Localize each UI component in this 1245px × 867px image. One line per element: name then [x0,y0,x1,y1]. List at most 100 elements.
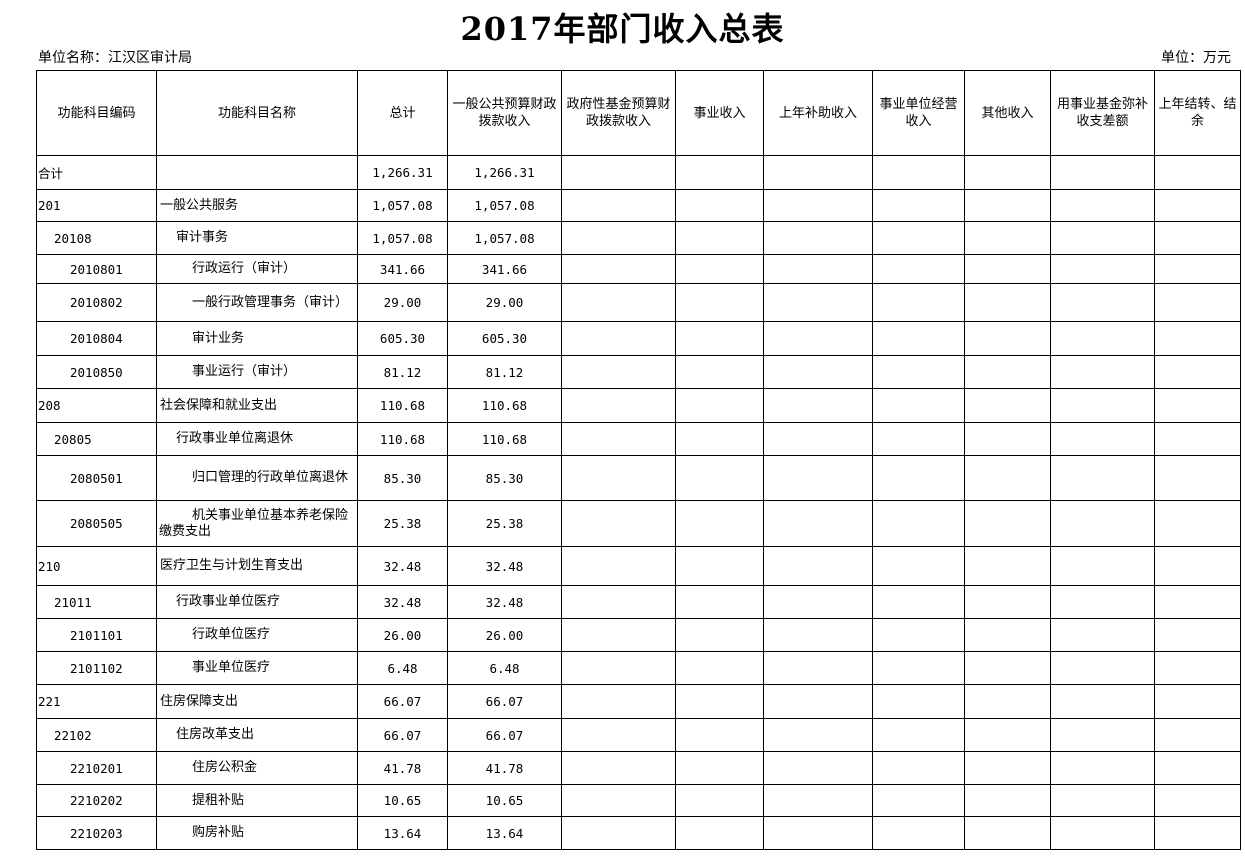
cell-general-budget: 32.48 [447,585,562,619]
cell-name: 住房保障支出 [156,684,358,719]
cell-empty [964,254,1051,284]
cell-empty [1154,751,1241,785]
cell-name: 归口管理的行政单位离退休 [156,455,358,501]
cell-empty [872,221,965,255]
cell-empty [675,388,764,423]
cell-code: 208 [36,388,157,423]
cell-name: 行政事业单位离退休 [156,422,358,456]
table-row: 2210202 提租补贴 10.65 10.65 [36,784,1241,817]
cell-empty [675,618,764,652]
cell-name: 事业运行（审计） [156,355,358,389]
cell-name: 行政单位医疗 [156,618,358,652]
cell-empty [872,816,965,850]
cell-empty [872,684,965,719]
column-header: 事业收入 [675,70,764,156]
cell-empty [872,546,965,586]
cell-empty [763,784,873,817]
cell-empty [561,500,676,547]
cell-general-budget: 66.07 [447,684,562,719]
cell-code: 2010801 [36,254,157,284]
cell-empty [763,546,873,586]
cell-empty [675,816,764,850]
cell-general-budget: 41.78 [447,751,562,785]
cell-empty [1154,546,1241,586]
cell-general-budget: 10.65 [447,784,562,817]
cell-empty [675,651,764,685]
cell-empty [561,618,676,652]
cell-code: 210 [36,546,157,586]
cell-empty [872,718,965,752]
cell-empty [872,455,965,501]
cell-code: 2010802 [36,283,157,322]
cell-empty [763,388,873,423]
cell-total: 1,057.08 [357,189,448,222]
cell-total: 32.48 [357,585,448,619]
cell-general-budget: 6.48 [447,651,562,685]
cell-empty [675,221,764,255]
cell-general-budget: 605.30 [447,321,562,356]
cell-empty [964,221,1051,255]
cell-empty [763,321,873,356]
cell-name: 审计业务 [156,321,358,356]
cell-code: 20805 [36,422,157,456]
cell-empty [964,455,1051,501]
cell-empty [675,784,764,817]
header-row: 功能科目编码 功能科目名称 总计 一般公共预算财政拨款收入 政府性基金预算财政拨款收入事… [36,70,1241,156]
cell-empty [964,422,1051,456]
cell-empty [1050,321,1155,356]
cell-name: 提租补贴 [156,784,358,817]
cell-name: 行政运行（审计） [156,254,358,284]
table-row: 2080505 机关事业单位基本养老保险缴费支出 25.38 25.38 [36,500,1241,547]
column-header: 其他收入 [964,70,1051,156]
cell-empty [964,651,1051,685]
cell-total: 81.12 [357,355,448,389]
cell-general-budget: 26.00 [447,618,562,652]
cell-empty [763,816,873,850]
cell-empty [1154,585,1241,619]
cell-empty [561,388,676,423]
cell-empty [964,618,1051,652]
cell-empty [1154,283,1241,322]
column-header: 功能科目编码 [36,70,157,156]
cell-empty [1050,221,1155,255]
cell-empty [675,321,764,356]
cell-general-budget: 341.66 [447,254,562,284]
cell-empty [1154,254,1241,284]
cell-empty [964,189,1051,222]
cell-empty [1050,651,1155,685]
cell-empty [561,651,676,685]
cell-total: 25.38 [357,500,448,547]
cell-empty [1154,221,1241,255]
table-row: 2010802 一般行政管理事务（审计） 29.00 29.00 [36,283,1241,322]
cell-empty [763,718,873,752]
cell-empty [763,422,873,456]
cell-code: 221 [36,684,157,719]
cell-empty [1050,684,1155,719]
cell-code: 2080505 [36,500,157,547]
cell-empty [964,155,1051,190]
table-row: 201 一般公共服务 1,057.08 1,057.08 [36,189,1241,222]
table-row: 2101101 行政单位医疗 26.00 26.00 [36,618,1241,652]
cell-empty [675,155,764,190]
cell-total: 29.00 [357,283,448,322]
cell-empty [872,751,965,785]
column-header: 总计 [357,70,448,156]
cell-empty [964,684,1051,719]
cell-name [156,155,358,190]
cell-empty [1154,321,1241,356]
cell-empty [1050,546,1155,586]
cell-empty [1050,254,1155,284]
cell-empty [1050,189,1155,222]
cell-total: 1,266.31 [357,155,448,190]
cell-empty [872,355,965,389]
cell-empty [763,455,873,501]
cell-empty [964,388,1051,423]
cell-total: 6.48 [357,651,448,685]
cell-name: 一般公共服务 [156,189,358,222]
cell-name: 住房改革支出 [156,718,358,752]
cell-name: 社会保障和就业支出 [156,388,358,423]
cell-total: 66.07 [357,718,448,752]
column-header: 一般公共预算财政拨款收入 [447,70,562,156]
cell-empty [675,500,764,547]
cell-empty [675,189,764,222]
